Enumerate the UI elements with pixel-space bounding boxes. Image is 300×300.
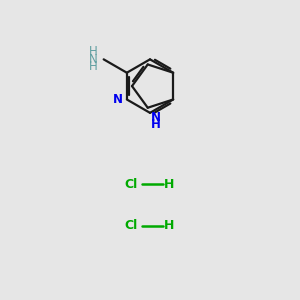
Text: H: H <box>89 60 98 73</box>
Text: H: H <box>164 219 175 232</box>
Text: H: H <box>89 45 98 58</box>
Text: H: H <box>151 118 161 131</box>
Text: Cl: Cl <box>124 219 137 232</box>
Text: N: N <box>113 93 123 106</box>
Text: H: H <box>164 178 175 191</box>
Text: N: N <box>151 111 161 124</box>
Text: Cl: Cl <box>124 178 137 191</box>
Text: N: N <box>89 53 98 66</box>
